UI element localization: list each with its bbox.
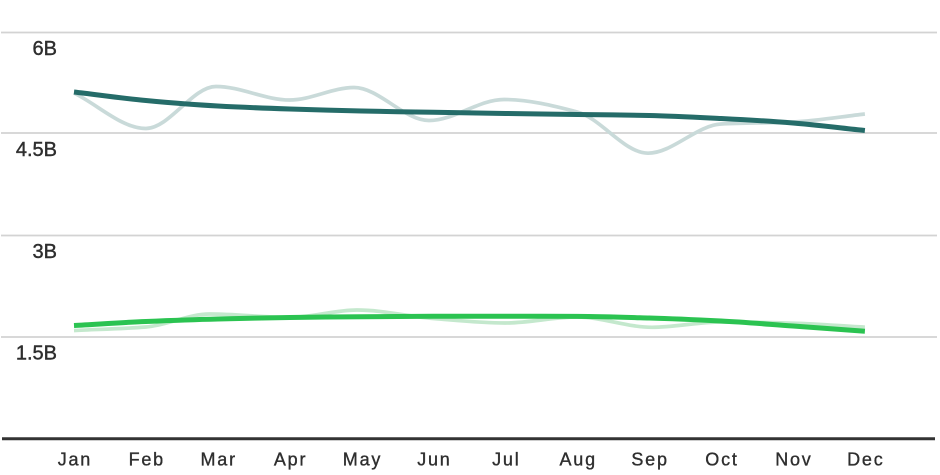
svg-text:Nov: Nov [775, 450, 812, 470]
svg-text:Jun: Jun [417, 450, 451, 470]
svg-text:4.5B: 4.5B [16, 139, 57, 161]
svg-text:Jul: Jul [492, 450, 520, 470]
svg-text:Dec: Dec [847, 450, 884, 470]
svg-text:6B: 6B [33, 38, 57, 60]
svg-text:3B: 3B [33, 241, 57, 263]
svg-text:Oct: Oct [705, 450, 738, 470]
svg-text:Feb: Feb [129, 450, 165, 470]
svg-text:May: May [343, 450, 382, 470]
svg-text:Sep: Sep [631, 450, 668, 470]
svg-text:Apr: Apr [274, 450, 307, 470]
svg-text:Mar: Mar [200, 450, 236, 470]
svg-text:1.5B: 1.5B [16, 343, 57, 365]
svg-text:Jan: Jan [58, 450, 92, 470]
svg-text:Aug: Aug [559, 450, 596, 470]
